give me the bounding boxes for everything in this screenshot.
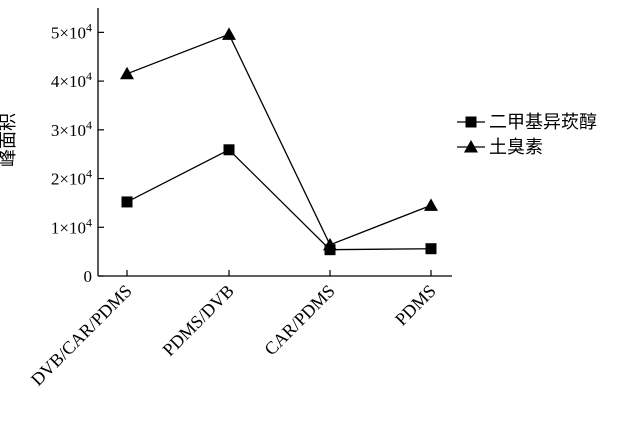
y-tick-mantissa: 5×10	[51, 23, 86, 42]
data-point	[120, 66, 134, 80]
x-tick-label: DVB/CAR/PDMS	[27, 281, 136, 390]
series-1	[121, 144, 437, 256]
legend-marker	[465, 116, 477, 128]
y-tick-label: 2×104	[51, 167, 92, 189]
x-tick-label: CAR/PDMS	[260, 281, 339, 360]
x-ticks: DVB/CAR/PDMS PDMS/DVB CAR/PDMS PDMS	[27, 270, 440, 390]
y-tick-label: 5×104	[51, 20, 92, 42]
legend-marker	[464, 140, 478, 153]
y-tick-exponent: 4	[86, 215, 92, 229]
y-tick-mantissa: 3×10	[51, 121, 86, 140]
series-2	[120, 27, 438, 251]
y-tick-exponent: 4	[86, 69, 92, 83]
y-tick-mantissa: 1×10	[51, 218, 86, 237]
y-tick-mantissa: 2×10	[51, 170, 86, 189]
data-point	[121, 196, 133, 208]
series-line	[126, 33, 432, 246]
data-point	[425, 243, 437, 255]
y-tick-label: 3×104	[51, 118, 92, 140]
data-point	[323, 237, 337, 251]
y-axis-label: 峰面积	[0, 113, 19, 167]
legend-label: 二甲基异莰醇	[489, 112, 597, 133]
data-point	[222, 27, 236, 40]
legend-label: 土臭素	[489, 137, 543, 158]
y-tick-mantissa: 4×10	[51, 72, 86, 91]
data-point	[424, 198, 438, 211]
series-line	[126, 149, 432, 251]
legend-item: 二甲基异莰醇	[457, 112, 597, 133]
series-layer	[120, 27, 438, 256]
legend-item: 土臭素	[457, 137, 543, 158]
x-tick-label: PDMS	[391, 281, 440, 330]
y-tick-exponent: 4	[86, 118, 92, 132]
data-point	[223, 144, 235, 156]
y-tick-label: 1×104	[51, 215, 92, 237]
y-tick-label: 0	[84, 267, 93, 286]
y-tick-label: 4×104	[51, 69, 92, 91]
x-tick-label: PDMS/DVB	[159, 281, 238, 360]
y-tick-exponent: 4	[86, 20, 92, 34]
y-tick-exponent: 4	[86, 167, 92, 181]
